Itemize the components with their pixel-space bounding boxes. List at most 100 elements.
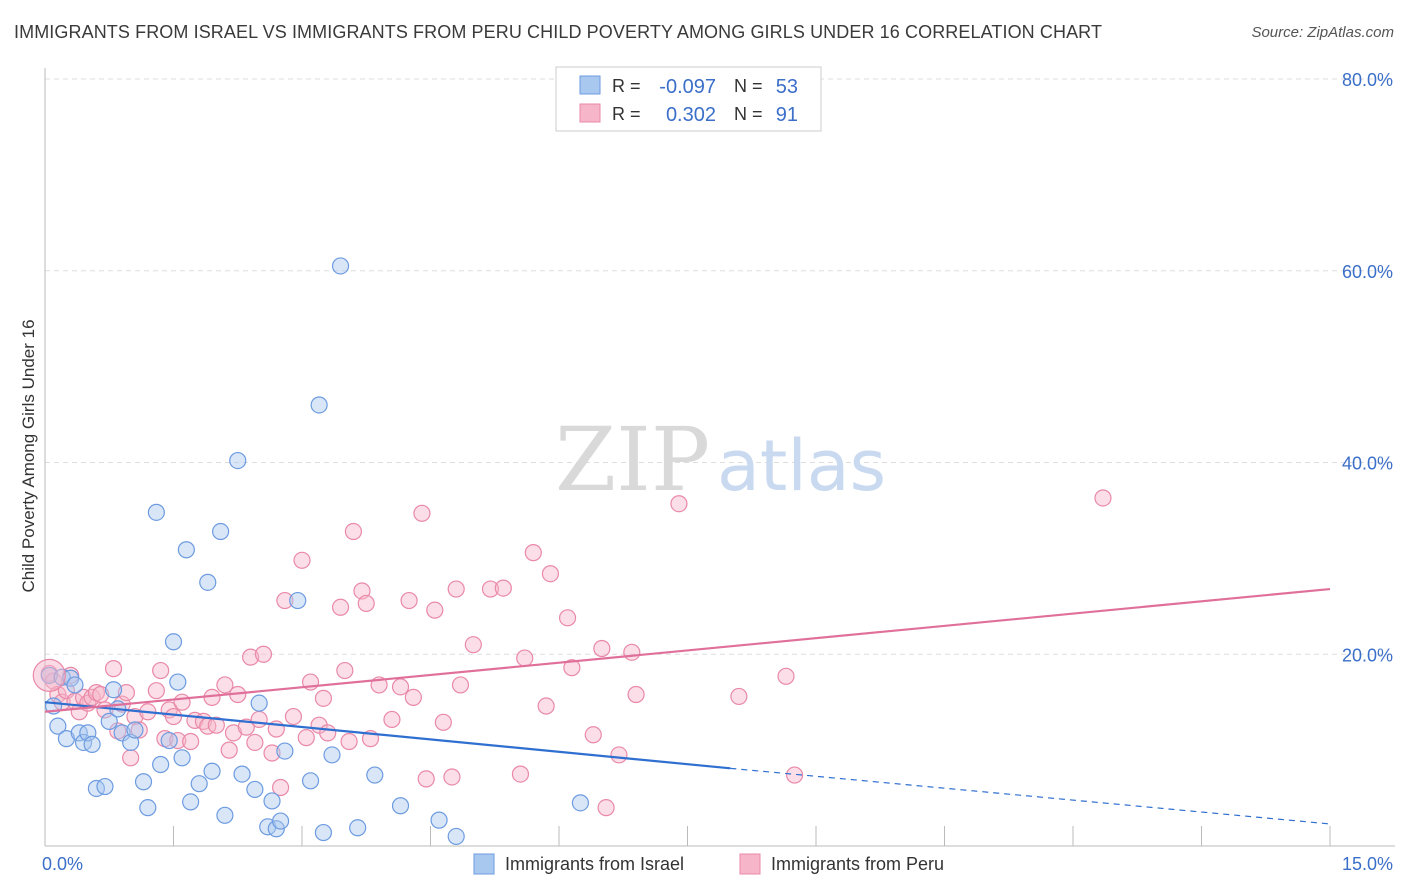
peru-point bbox=[383, 710, 401, 729]
peru-trend-line bbox=[44, 587, 1331, 713]
peru-point bbox=[524, 544, 542, 562]
peru-point bbox=[563, 659, 581, 677]
y-tick-label: 60.0% bbox=[1342, 262, 1393, 282]
peru-point bbox=[246, 733, 264, 752]
peru-point bbox=[447, 580, 465, 598]
israel-trend-line bbox=[44, 701, 731, 770]
israel-point bbox=[289, 591, 307, 610]
israel-point bbox=[229, 451, 247, 470]
peru-point bbox=[413, 504, 431, 522]
peru-point bbox=[404, 688, 422, 706]
israel-point bbox=[104, 681, 123, 699]
peru-point bbox=[730, 687, 748, 706]
watermark-atlas: atlas bbox=[717, 425, 886, 507]
x-tick-label: 15.0% bbox=[1342, 854, 1393, 874]
israel-point bbox=[100, 712, 118, 730]
israel-point bbox=[190, 775, 208, 793]
peru-point bbox=[610, 746, 628, 764]
peru-point bbox=[319, 724, 337, 742]
peru-point bbox=[391, 678, 410, 696]
peru-point bbox=[276, 591, 294, 610]
chart-title: IMMIGRANTS FROM ISRAEL VS IMMIGRANTS FRO… bbox=[14, 22, 1103, 42]
peru-point bbox=[584, 726, 602, 744]
israel-point bbox=[216, 806, 234, 824]
data-points bbox=[32, 257, 1112, 846]
peru-point bbox=[785, 766, 804, 784]
watermark: ZIP atlas bbox=[555, 408, 886, 511]
israel-point bbox=[152, 755, 170, 774]
peru-point bbox=[122, 749, 140, 767]
correlation-legend: R = -0.097 N = 53 R = 0.302 N = 91 bbox=[555, 66, 822, 132]
peru-point bbox=[297, 729, 315, 747]
israel-point bbox=[134, 773, 153, 791]
israel-point bbox=[182, 793, 200, 811]
legend-r-value-peru: 0.302 bbox=[666, 104, 716, 126]
israel-point bbox=[173, 749, 191, 767]
israel-point bbox=[177, 541, 195, 559]
israel-point bbox=[271, 812, 290, 830]
israel-point bbox=[263, 792, 281, 810]
source-label: Source: ZipAtlas.com bbox=[1251, 24, 1394, 41]
peru-point bbox=[443, 768, 461, 786]
x-tick-label: 0.0% bbox=[42, 854, 83, 874]
peru-point bbox=[593, 639, 611, 658]
israel-point bbox=[212, 522, 230, 541]
peru-point bbox=[130, 721, 148, 739]
series-legend: Immigrants from Israel Immigrants from P… bbox=[473, 853, 944, 875]
israel-point bbox=[113, 724, 131, 742]
series-legend-swatch-israel bbox=[473, 853, 495, 875]
israel-point bbox=[314, 823, 333, 842]
peru-point bbox=[164, 707, 183, 726]
y-tick-label: 20.0% bbox=[1342, 645, 1393, 665]
israel-point bbox=[323, 746, 341, 764]
legend-n-label-peru: N = bbox=[734, 104, 763, 124]
grid-lines bbox=[45, 78, 1395, 655]
y-tick-label: 40.0% bbox=[1342, 454, 1393, 474]
israel-point bbox=[49, 717, 67, 735]
israel-point bbox=[199, 573, 217, 591]
israel-point bbox=[169, 673, 187, 691]
peru-point bbox=[494, 579, 512, 597]
israel-point bbox=[301, 772, 320, 790]
peru-point bbox=[126, 707, 144, 726]
israel-point bbox=[83, 735, 101, 753]
peru-point bbox=[558, 609, 577, 627]
peru-point bbox=[1094, 489, 1112, 507]
peru-point bbox=[623, 643, 641, 661]
israel-point bbox=[66, 676, 84, 694]
israel-trend-extension bbox=[730, 767, 1331, 825]
peru-point bbox=[152, 661, 170, 680]
legend-r-label-peru: R = bbox=[612, 104, 641, 124]
legend-r-label-israel: R = bbox=[612, 76, 641, 96]
peru-point bbox=[537, 697, 555, 715]
peru-point bbox=[434, 713, 452, 731]
israel-point bbox=[147, 503, 165, 521]
peru-point bbox=[627, 685, 645, 704]
israel-point bbox=[203, 762, 221, 780]
peru-point bbox=[481, 580, 500, 598]
israel-point bbox=[391, 797, 410, 815]
peru-point bbox=[263, 744, 281, 762]
israel-point bbox=[349, 819, 367, 837]
peru-point bbox=[344, 522, 362, 541]
israel-point bbox=[233, 765, 251, 783]
israel-point bbox=[366, 766, 384, 784]
peru-point bbox=[207, 716, 225, 734]
series-legend-swatch-peru bbox=[739, 853, 761, 875]
peru-point bbox=[597, 799, 615, 817]
peru-point bbox=[271, 778, 290, 797]
peru-point bbox=[173, 693, 191, 711]
peru-cluster-point bbox=[32, 658, 66, 692]
peru-point bbox=[357, 594, 375, 613]
peru-point bbox=[516, 649, 534, 667]
peru-point bbox=[314, 689, 333, 707]
peru-point bbox=[216, 676, 234, 694]
israel-point bbox=[310, 396, 328, 414]
peru-point bbox=[400, 591, 418, 610]
series-legend-label-israel: Immigrants from Israel bbox=[505, 854, 684, 874]
israel-point bbox=[276, 742, 294, 760]
peru-point bbox=[670, 495, 688, 513]
israel-point bbox=[250, 694, 268, 712]
axes bbox=[44, 68, 1395, 847]
